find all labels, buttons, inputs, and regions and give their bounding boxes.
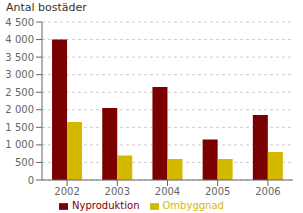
svg-text:2006: 2006 — [255, 186, 280, 197]
svg-text:2005: 2005 — [205, 186, 230, 197]
svg-text:1 500: 1 500 — [8, 122, 34, 133]
svg-text:2004: 2004 — [155, 186, 180, 197]
svg-text:3 000: 3 000 — [8, 69, 34, 80]
html-text:Antal bostäder: Antal bostäder — [6, 1, 87, 14]
svg-text:0: 0 — [28, 175, 34, 186]
svg-text:2 000: 2 000 — [8, 104, 34, 115]
svg-text:2003: 2003 — [105, 186, 130, 197]
svg-text:1 000: 1 000 — [8, 139, 34, 150]
svg-text:3 500: 3 500 — [8, 52, 34, 63]
html-text:Nyproduktion: Nyproduktion — [72, 200, 140, 211]
svg-text:500: 500 — [15, 157, 34, 168]
svg-text:2 500: 2 500 — [8, 87, 34, 98]
svg-text:4 500: 4 500 — [8, 17, 34, 28]
svg-text:2002: 2002 — [54, 186, 79, 197]
svg-text:4 000: 4 000 — [8, 34, 34, 45]
html-text:Ombyggnad: Ombyggnad — [162, 200, 224, 211]
